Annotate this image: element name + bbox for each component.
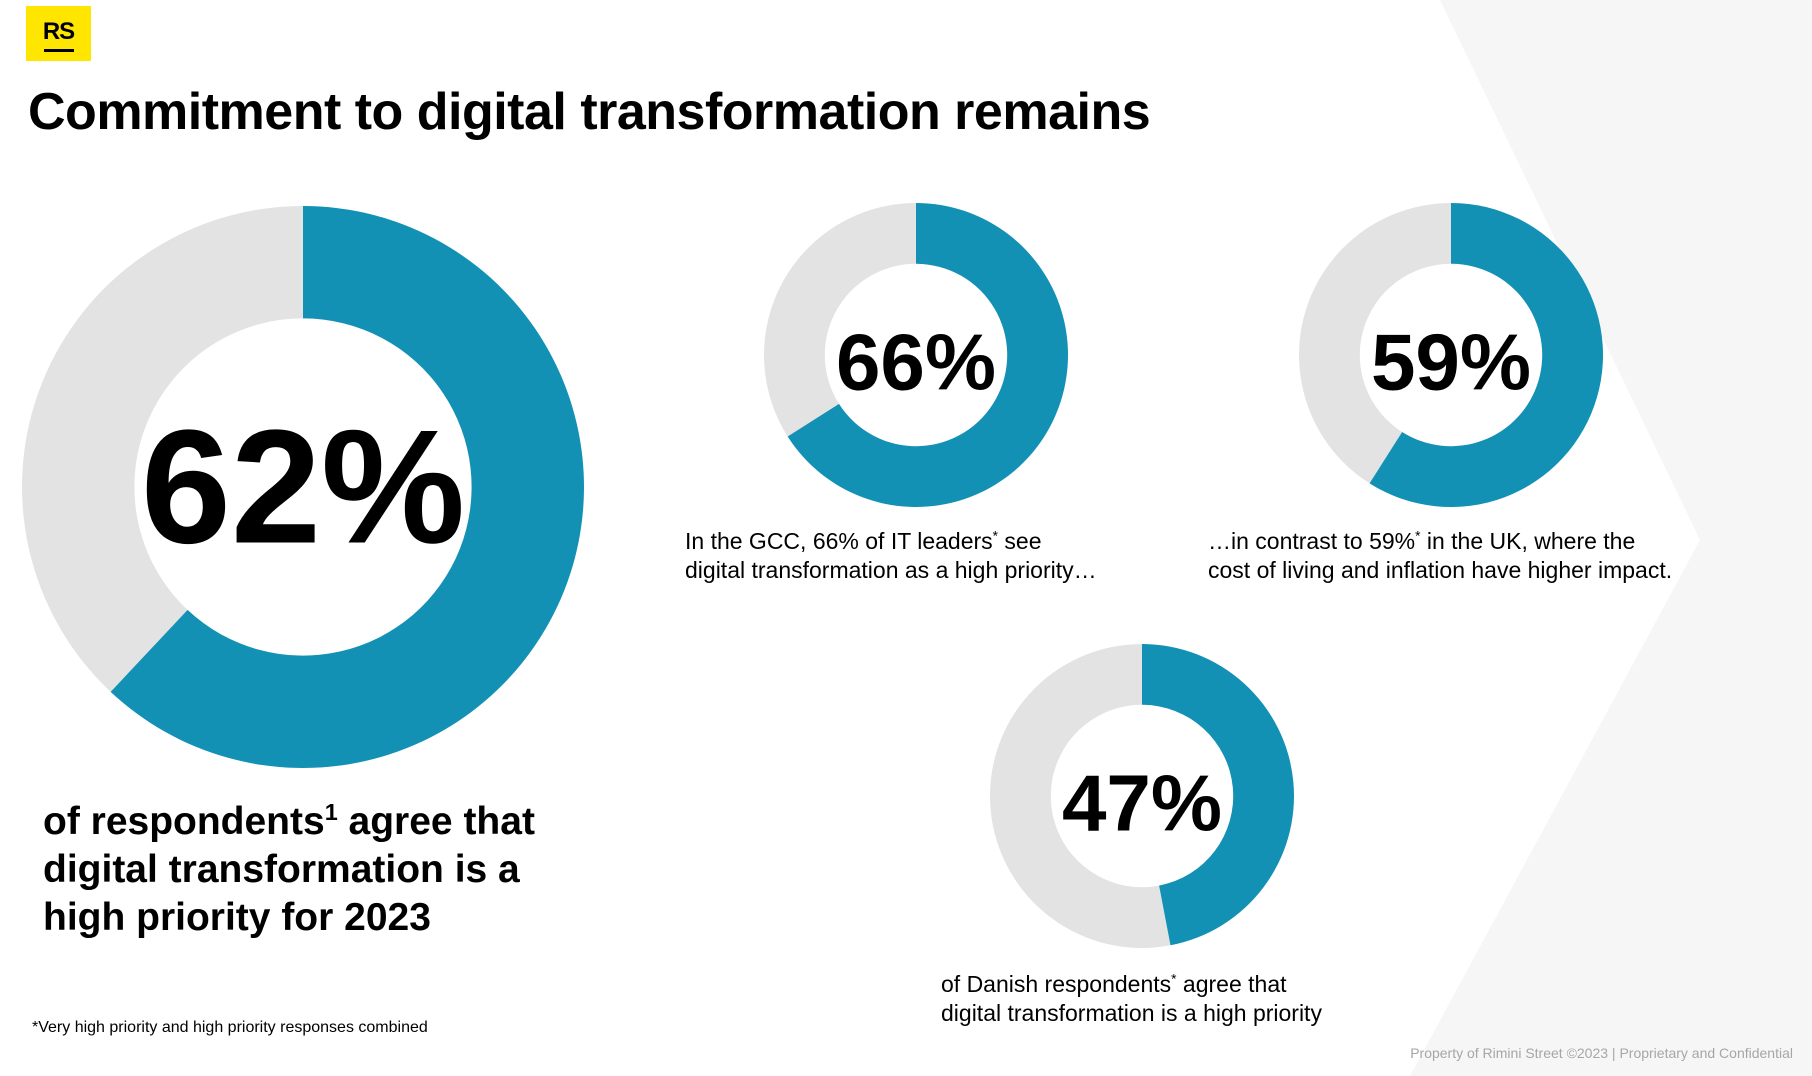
donut-gcc-remaining-segment xyxy=(763,203,916,437)
logo-underline xyxy=(43,48,74,52)
caption-gcc: In the GCC, 66% of IT leaders* see digit… xyxy=(685,527,1097,585)
page-title: Commitment to digital transformation rem… xyxy=(28,83,1151,141)
caption-overall-line3: high priority for 2023 xyxy=(43,896,431,939)
caption-uk-line1-start: …in contrast to 59% xyxy=(1208,528,1416,554)
caption-overall-line1-start: of respondents xyxy=(43,800,325,843)
donut-gcc-filled-segment xyxy=(787,203,1068,507)
donut-gcc-center-label: 66% xyxy=(836,318,996,407)
logo-text: RS xyxy=(42,17,75,45)
caption-uk: …in contrast to 59%* in the UK, where th… xyxy=(1208,527,1672,585)
footnote: *Very high priority and high priority re… xyxy=(32,1019,428,1036)
caption-overall-line1-end: agree that xyxy=(337,800,535,843)
caption-uk-line2: cost of living and inflation have higher… xyxy=(1208,557,1673,583)
caption-gcc-line1-start: In the GCC, 66% of IT leaders xyxy=(685,528,993,554)
caption-gcc-superscript: * xyxy=(992,528,999,544)
donut-overall-center-label: 62% xyxy=(141,397,465,578)
donut-chart-gcc: 66% xyxy=(763,203,1068,507)
caption-denmark-line1-start: of Danish respondents xyxy=(941,971,1172,997)
donut-denmark-remaining-segment xyxy=(990,644,1171,948)
footer-confidential: Property of Rimini Street ©2023 | Propri… xyxy=(1410,1045,1793,1061)
caption-denmark-superscript: * xyxy=(1171,971,1177,987)
donut-chart-uk: 59% xyxy=(1299,203,1603,508)
caption-overall: of respondents1 agree that digital trans… xyxy=(43,798,535,942)
caption-overall-superscript: 1 xyxy=(324,799,338,825)
donut-uk-center-label: 59% xyxy=(1371,318,1531,407)
donut-overall-remaining-segment xyxy=(22,206,303,692)
donut-uk-filled-segment xyxy=(1369,203,1603,508)
donut-denmark-filled-segment xyxy=(1142,644,1294,946)
caption-denmark-line1-end: agree that xyxy=(1176,971,1287,997)
rimini-street-logo: RS xyxy=(26,6,91,61)
caption-uk-superscript: * xyxy=(1415,528,1421,544)
caption-denmark-line2: digital transformation is a high priorit… xyxy=(941,1000,1322,1026)
caption-gcc-line1-end: see xyxy=(998,528,1042,554)
caption-gcc-line2: digital transformation as a high priorit… xyxy=(685,557,1097,583)
caption-uk-line1-end: in the UK, where the xyxy=(1420,528,1636,554)
caption-denmark: of Danish respondents* agree that digita… xyxy=(941,970,1322,1028)
donut-denmark-center-label: 47% xyxy=(1062,759,1222,848)
donut-chart-denmark: 47% xyxy=(990,644,1294,948)
donut-uk-remaining-segment xyxy=(1299,203,1451,484)
donut-overall-filled-segment xyxy=(110,206,584,768)
caption-overall-line2: digital transformation is a xyxy=(43,848,520,891)
donut-chart-overall: 62% xyxy=(22,206,584,768)
